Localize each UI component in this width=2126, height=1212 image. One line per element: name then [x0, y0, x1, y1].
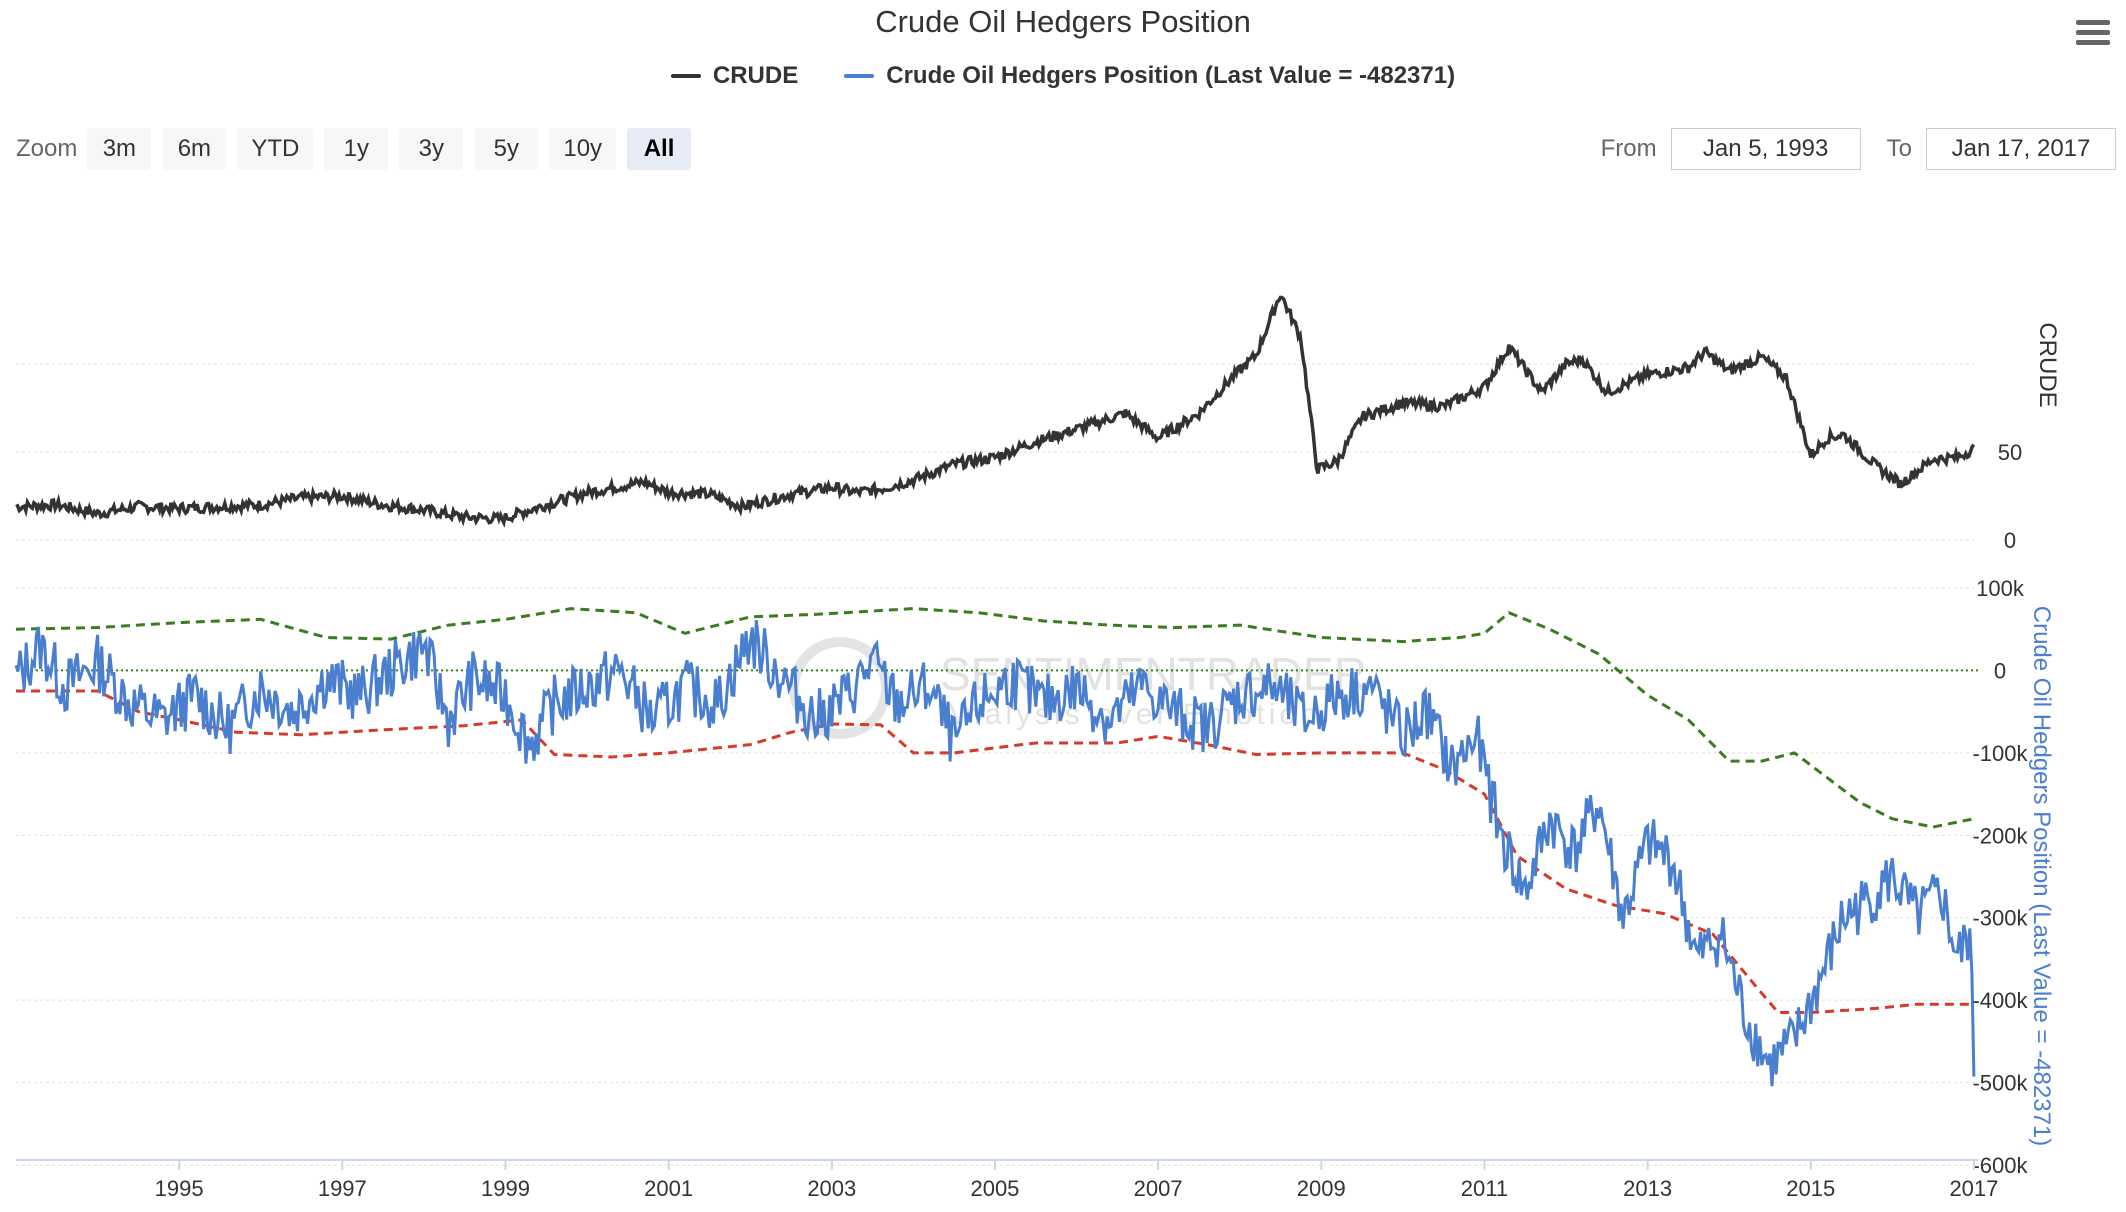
x-tick-label: 1995: [155, 1176, 204, 1201]
to-date-input[interactable]: Jan 17, 2017: [1926, 128, 2116, 170]
axes: 0 50 CRUDE 100k 0 -100k -200k -300k -400k -500k -6…: [16, 322, 2061, 1201]
zoom-label: Zoom: [16, 135, 78, 162]
crude-y-tick-label: 50: [1998, 440, 2022, 465]
hedgers-y-tick-label: -400k: [1972, 988, 2028, 1013]
legend-label-hedgers: Crude Oil Hedgers Position (Last Value =…: [886, 62, 1456, 89]
legend-item-crude[interactable]: CRUDE: [670, 62, 799, 90]
zoom-3m-button[interactable]: 3m: [87, 128, 152, 170]
x-tick-label: 2003: [807, 1176, 856, 1201]
series-line-crude: [15, 295, 1976, 528]
x-tick-label: 2007: [1134, 1176, 1183, 1201]
crude-y-tick-label: 0: [2004, 528, 2016, 553]
hedgers-y-tick-label: 100k: [1976, 576, 2025, 601]
legend-item-hedgers[interactable]: Crude Oil Hedgers Position (Last Value =…: [844, 62, 1455, 90]
x-tick-label: 2001: [644, 1176, 693, 1201]
legend-swatch-hedgers: [844, 74, 875, 78]
zoom-bar: Zoom 3m 6m YTD 1y 3y 5y 10y All: [16, 128, 702, 170]
from-date-input[interactable]: Jan 5, 1993: [1670, 128, 1861, 170]
chart-title: Crude Oil Hedgers Position: [875, 4, 1251, 39]
zoom-ytd-button[interactable]: YTD: [237, 128, 314, 170]
zoom-6m-button[interactable]: 6m: [162, 128, 227, 170]
series-line-hedgers: [14, 620, 1976, 1087]
zoom-1y-button[interactable]: 1y: [324, 128, 389, 170]
series-line-upper-band: [15, 607, 1975, 829]
zoom-5y-button[interactable]: 5y: [474, 128, 539, 170]
x-tick-label: 2011: [1461, 1176, 1508, 1201]
legend-swatch-crude: [670, 74, 701, 78]
legend: CRUDE Crude Oil Hedgers Position (Last V…: [0, 62, 2126, 90]
hamburger-menu-icon[interactable]: [2076, 20, 2110, 50]
zoom-10y-button[interactable]: 10y: [549, 128, 617, 170]
x-tick-label: 2009: [1297, 1176, 1346, 1201]
hedgers-y-tick-label: -200k: [1972, 823, 2028, 848]
crude-y-axis-title: CRUDE: [2034, 322, 2061, 407]
legend-label-crude: CRUDE: [712, 62, 799, 89]
hedgers-y-axis-title: Crude Oil Hedgers Position (Last Value =…: [2028, 606, 2055, 1147]
series-layer: [14, 295, 1978, 1087]
x-tick-label: 1999: [481, 1176, 530, 1201]
hedgers-y-tick-label: -600k: [1972, 1153, 2028, 1178]
to-label: To: [1886, 135, 1912, 162]
hedgers-y-tick-label: -500k: [1972, 1071, 2028, 1096]
series-line-lower-band: [16, 689, 1974, 1014]
x-tick-label: 2005: [970, 1176, 1019, 1201]
from-label: From: [1600, 135, 1657, 162]
grid: [16, 363, 1978, 1166]
hedgers-y-tick-label: 0: [1994, 658, 2006, 683]
date-range: From Jan 5, 1993 To Jan 17, 2017: [1601, 128, 2116, 170]
zoom-3y-button[interactable]: 3y: [399, 128, 464, 170]
x-tick-label: 2013: [1623, 1176, 1672, 1201]
x-tick-label: 1997: [318, 1176, 367, 1201]
x-tick-label: 2017: [1949, 1176, 1998, 1201]
hedgers-y-tick-label: -100k: [1972, 741, 2028, 766]
x-tick-label: 2015: [1786, 1176, 1835, 1201]
zoom-all-button[interactable]: All: [627, 128, 692, 170]
hedgers-y-tick-label: -300k: [1972, 906, 2028, 931]
